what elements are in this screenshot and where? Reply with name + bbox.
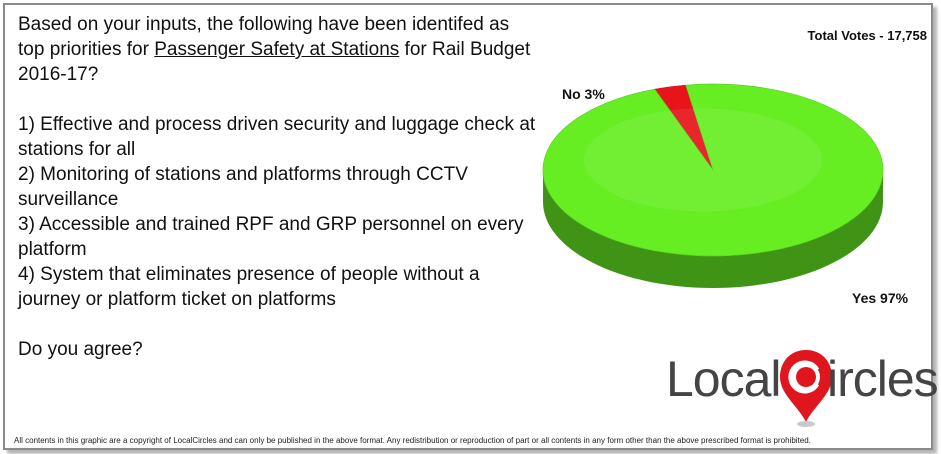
priority-item-1: 1) Effective and process driven security… bbox=[18, 114, 536, 160]
logo-text-local: Local bbox=[666, 351, 782, 407]
location-pin-icon bbox=[780, 350, 832, 427]
poll-question: Based on your inputs, the following have… bbox=[18, 12, 538, 362]
pie-side-wall bbox=[543, 170, 883, 288]
slice-label-yes: Yes 97% bbox=[852, 290, 909, 306]
pie-chart bbox=[538, 78, 888, 318]
question-topic: Passenger Safety at Stations bbox=[154, 39, 400, 60]
question-intro: Based on your inputs, the following have… bbox=[18, 14, 531, 85]
priority-item-3: 3) Accessible and trained RPF and GRP pe… bbox=[18, 214, 524, 260]
slice-label-no: No 3% bbox=[562, 86, 605, 102]
priority-item-4: 4) System that eliminates presence of pe… bbox=[18, 264, 480, 310]
question-closing: Do you agree? bbox=[18, 339, 143, 360]
localcircles-logo: Local ircles bbox=[666, 350, 939, 428]
total-votes: Total Votes - 17,758 bbox=[807, 28, 927, 43]
copyright-notice: All contents in this graphic are a copyr… bbox=[14, 436, 811, 445]
logo-text-ircles: ircles bbox=[827, 351, 939, 407]
pie-highlight bbox=[584, 108, 822, 212]
pie-slice-yes bbox=[542, 83, 884, 257]
priority-item-2: 2) Monitoring of stations and platforms … bbox=[18, 164, 468, 210]
